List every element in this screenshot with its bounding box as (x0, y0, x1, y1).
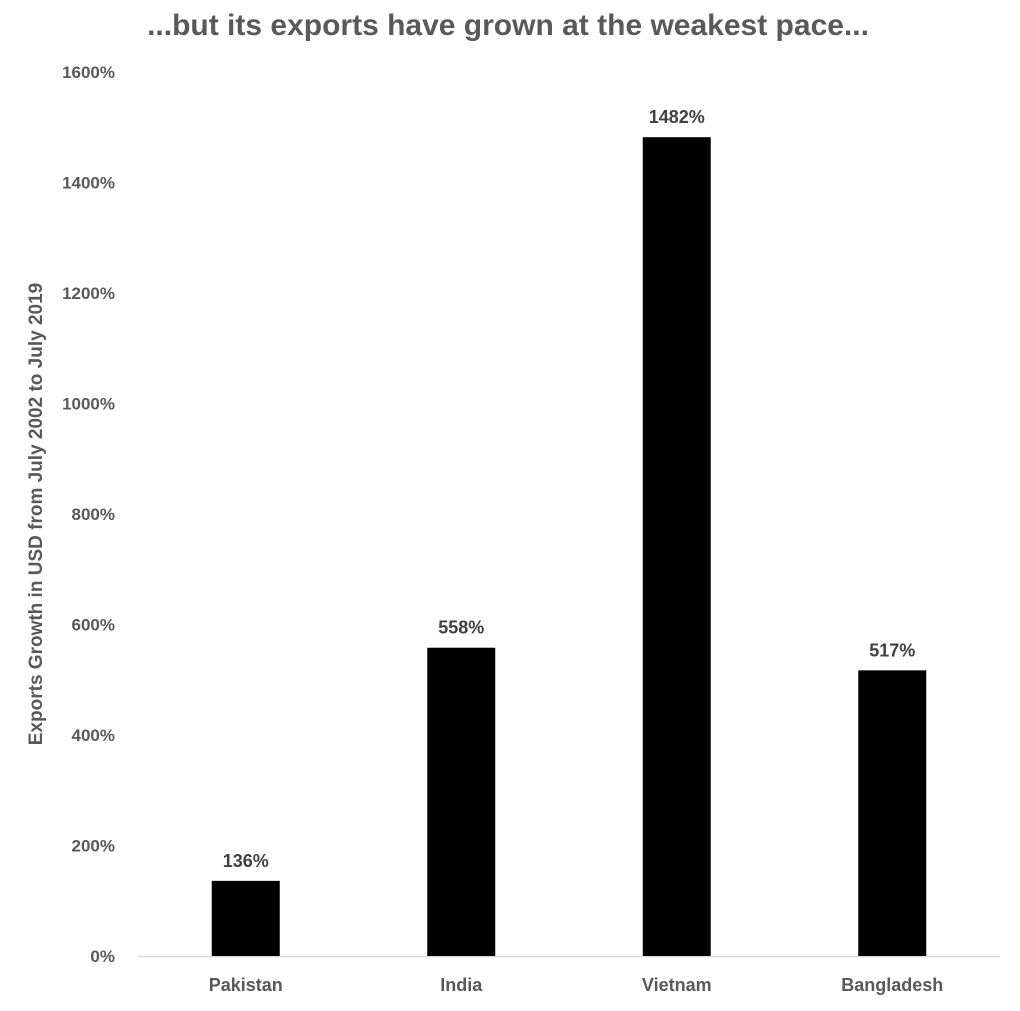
y-tick-label: 1400% (62, 174, 115, 193)
y-tick-label: 600% (72, 616, 115, 635)
data-label-vietnam: 1482% (649, 107, 705, 127)
y-axis-label: Exports Growth in USD from July 2002 to … (26, 283, 47, 745)
y-tick-label: 200% (72, 837, 115, 856)
y-tick-label: 1000% (62, 395, 115, 414)
data-labels: 136% 558% 1482% 517% (223, 107, 916, 871)
y-tick-label: 0% (90, 947, 115, 966)
bar-series (211, 137, 927, 956)
x-axis-categories: Pakistan India Vietnam Bangladesh (209, 975, 944, 995)
bar-bangladesh (858, 670, 927, 956)
x-category-label: India (440, 975, 483, 995)
y-tick-label: 800% (72, 505, 115, 524)
y-tick-label: 400% (72, 726, 115, 745)
bar-pakistan (211, 880, 280, 956)
data-label-bangladesh: 517% (869, 640, 915, 660)
x-category-label: Vietnam (642, 975, 712, 995)
chart-title: ...but its exports have grown at the wea… (147, 9, 869, 42)
bar-vietnam (642, 137, 711, 956)
data-label-india: 558% (438, 618, 484, 638)
x-category-label: Bangladesh (841, 975, 943, 995)
y-tick-label: 1200% (62, 284, 115, 303)
y-axis-ticks: 0% 200% 400% 600% 800% 1000% 1200% 1400% 1600% (62, 63, 115, 966)
x-category-label: Pakistan (209, 975, 283, 995)
bar-india (427, 647, 496, 956)
data-label-pakistan: 136% (223, 851, 269, 871)
y-tick-label: 1600% (62, 63, 115, 82)
